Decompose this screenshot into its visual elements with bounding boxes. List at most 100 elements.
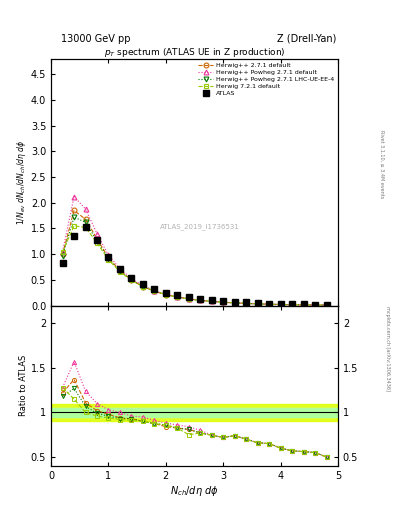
Herwig 7.2.1 default	[267, 301, 272, 307]
Herwig 7.2.1 default	[141, 284, 145, 290]
Herwig++ Powheg 2.7.1 default	[72, 194, 76, 200]
Herwig++ Powheg 2.7.1 default	[141, 283, 145, 289]
ATLAS	[198, 296, 203, 302]
Herwig++ Powheg 2.7.1 LHC-UE-EE-4	[313, 302, 318, 308]
Text: Z (Drell-Yan): Z (Drell-Yan)	[277, 33, 336, 44]
Herwig++ Powheg 2.7.1 default	[163, 291, 168, 297]
Herwig++ 2.7.1 default	[152, 288, 157, 294]
Text: mcplots.cern.ch [arXiv:1306.3436]: mcplots.cern.ch [arXiv:1306.3436]	[385, 306, 389, 391]
Herwig 7.2.1 default	[198, 297, 203, 304]
X-axis label: $N_{ch}/d\eta$ $d\phi$: $N_{ch}/d\eta$ $d\phi$	[170, 483, 219, 498]
Herwig++ Powheg 2.7.1 default	[175, 294, 180, 300]
Herwig++ 2.7.1 default	[267, 301, 272, 307]
Herwig 7.2.1 default	[152, 288, 157, 294]
Herwig++ 2.7.1 default	[255, 301, 260, 307]
Herwig++ Powheg 2.7.1 default	[221, 299, 226, 305]
Herwig 7.2.1 default	[290, 302, 294, 308]
ATLAS	[106, 253, 111, 260]
Herwig++ 2.7.1 default	[313, 302, 318, 308]
Herwig++ 2.7.1 default	[129, 277, 134, 283]
ATLAS	[129, 275, 134, 281]
Herwig 7.2.1 default	[244, 301, 248, 307]
ATLAS	[83, 224, 88, 230]
Herwig++ Powheg 2.7.1 LHC-UE-EE-4	[290, 302, 294, 308]
ATLAS	[141, 282, 145, 288]
Herwig++ Powheg 2.7.1 LHC-UE-EE-4	[255, 301, 260, 307]
Line: Herwig++ Powheg 2.7.1 default: Herwig++ Powheg 2.7.1 default	[60, 194, 329, 308]
ATLAS	[152, 286, 157, 292]
Herwig++ Powheg 2.7.1 default	[186, 295, 191, 302]
ATLAS	[186, 294, 191, 301]
ATLAS	[244, 300, 248, 306]
Herwig 7.2.1 default	[163, 291, 168, 297]
Herwig++ Powheg 2.7.1 default	[129, 276, 134, 282]
Line: Herwig 7.2.1 default: Herwig 7.2.1 default	[60, 223, 329, 308]
ATLAS	[209, 297, 214, 303]
ATLAS	[163, 290, 168, 296]
Herwig++ Powheg 2.7.1 LHC-UE-EE-4	[278, 302, 283, 308]
ATLAS	[60, 261, 65, 267]
Herwig 7.2.1 default	[106, 257, 111, 263]
Herwig 7.2.1 default	[72, 223, 76, 229]
Herwig++ Powheg 2.7.1 default	[118, 266, 122, 272]
Herwig++ 2.7.1 default	[175, 294, 180, 300]
Herwig++ 2.7.1 default	[186, 296, 191, 302]
ATLAS	[301, 301, 306, 307]
Herwig 7.2.1 default	[278, 302, 283, 308]
Herwig 7.2.1 default	[186, 296, 191, 302]
Herwig++ 2.7.1 default	[232, 300, 237, 306]
ATLAS	[221, 298, 226, 304]
Herwig++ Powheg 2.7.1 LHC-UE-EE-4	[95, 238, 99, 244]
Herwig++ Powheg 2.7.1 default	[198, 297, 203, 303]
Herwig++ Powheg 2.7.1 default	[95, 230, 99, 237]
Herwig++ Powheg 2.7.1 default	[290, 302, 294, 308]
Herwig++ Powheg 2.7.1 LHC-UE-EE-4	[60, 252, 65, 259]
Herwig 7.2.1 default	[60, 248, 65, 254]
Herwig++ 2.7.1 default	[95, 236, 99, 242]
Herwig 7.2.1 default	[83, 224, 88, 230]
Herwig++ Powheg 2.7.1 default	[313, 302, 318, 308]
Herwig++ 2.7.1 default	[118, 268, 122, 274]
Herwig++ 2.7.1 default	[60, 251, 65, 257]
ATLAS	[267, 301, 272, 307]
Herwig++ Powheg 2.7.1 LHC-UE-EE-4	[232, 300, 237, 306]
Line: ATLAS: ATLAS	[60, 225, 329, 307]
Herwig++ 2.7.1 default	[141, 284, 145, 290]
Herwig 7.2.1 default	[324, 302, 329, 308]
Text: 13000 GeV pp: 13000 GeV pp	[61, 33, 130, 44]
Herwig++ 2.7.1 default	[278, 302, 283, 308]
Herwig 7.2.1 default	[313, 302, 318, 308]
Herwig 7.2.1 default	[221, 299, 226, 305]
Herwig++ Powheg 2.7.1 LHC-UE-EE-4	[221, 299, 226, 305]
Line: Herwig++ Powheg 2.7.1 LHC-UE-EE-4: Herwig++ Powheg 2.7.1 LHC-UE-EE-4	[60, 215, 329, 308]
Herwig++ Powheg 2.7.1 LHC-UE-EE-4	[141, 284, 145, 290]
Herwig++ Powheg 2.7.1 LHC-UE-EE-4	[163, 291, 168, 297]
Y-axis label: $1/N_{ev}$ $dN_{ch}/dN_{ch}/d\eta$ $d\phi$: $1/N_{ev}$ $dN_{ch}/dN_{ch}/d\eta$ $d\ph…	[15, 140, 28, 225]
Herwig++ Powheg 2.7.1 default	[301, 302, 306, 308]
ATLAS	[278, 301, 283, 307]
Herwig 7.2.1 default	[129, 278, 134, 284]
ATLAS	[313, 302, 318, 308]
Herwig++ Powheg 2.7.1 LHC-UE-EE-4	[301, 302, 306, 308]
ATLAS	[324, 302, 329, 308]
Herwig 7.2.1 default	[255, 301, 260, 307]
Herwig++ Powheg 2.7.1 default	[232, 300, 237, 306]
ATLAS	[118, 266, 122, 272]
Line: Herwig++ 2.7.1 default: Herwig++ 2.7.1 default	[60, 208, 329, 308]
Legend: Herwig++ 2.7.1 default, Herwig++ Powheg 2.7.1 default, Herwig++ Powheg 2.7.1 LHC: Herwig++ 2.7.1 default, Herwig++ Powheg …	[196, 61, 336, 98]
Herwig++ Powheg 2.7.1 LHC-UE-EE-4	[118, 268, 122, 274]
ATLAS	[95, 237, 99, 243]
Herwig++ 2.7.1 default	[244, 301, 248, 307]
Herwig++ Powheg 2.7.1 LHC-UE-EE-4	[267, 301, 272, 307]
Herwig++ Powheg 2.7.1 LHC-UE-EE-4	[72, 214, 76, 220]
Herwig++ Powheg 2.7.1 LHC-UE-EE-4	[175, 294, 180, 300]
Herwig++ Powheg 2.7.1 default	[152, 288, 157, 294]
Herwig++ Powheg 2.7.1 default	[106, 252, 111, 258]
ATLAS	[175, 292, 180, 298]
ATLAS	[232, 299, 237, 305]
Herwig++ 2.7.1 default	[83, 216, 88, 222]
Herwig++ Powheg 2.7.1 default	[278, 302, 283, 308]
Herwig++ 2.7.1 default	[290, 302, 294, 308]
Herwig++ Powheg 2.7.1 LHC-UE-EE-4	[209, 298, 214, 305]
Herwig 7.2.1 default	[95, 240, 99, 246]
